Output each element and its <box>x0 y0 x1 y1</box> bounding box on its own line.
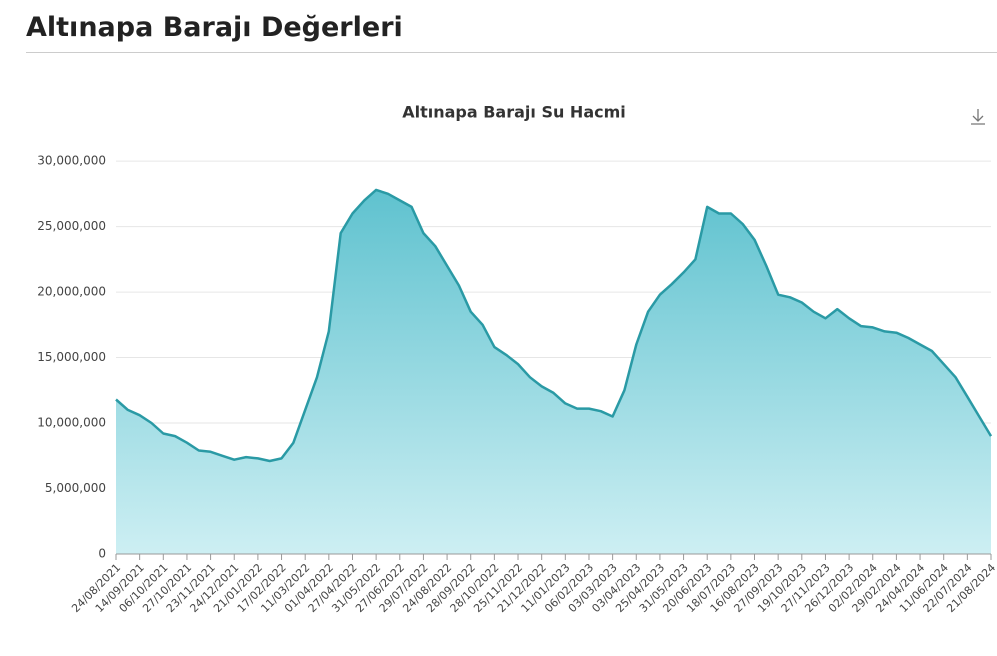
area-fill <box>116 189 991 554</box>
area-line <box>115 188 993 463</box>
y-tick-label: 20,000,000 <box>37 285 106 299</box>
y-tick-label: 15,000,000 <box>37 350 106 364</box>
page-title: Altınapa Barajı Değerleri <box>26 12 403 43</box>
download-icon[interactable] <box>971 109 985 125</box>
y-tick-label: 0 <box>98 547 106 561</box>
y-tick-label: 30,000,000 <box>37 154 106 168</box>
y-tick-label: 25,000,000 <box>37 219 106 233</box>
divider <box>26 52 997 53</box>
chart-title: Altınapa Barajı Su Hacmi <box>402 103 626 122</box>
download-button[interactable] <box>971 109 985 125</box>
y-tick-label: 10,000,000 <box>37 416 106 430</box>
y-tick-label: 5,000,000 <box>45 481 106 495</box>
